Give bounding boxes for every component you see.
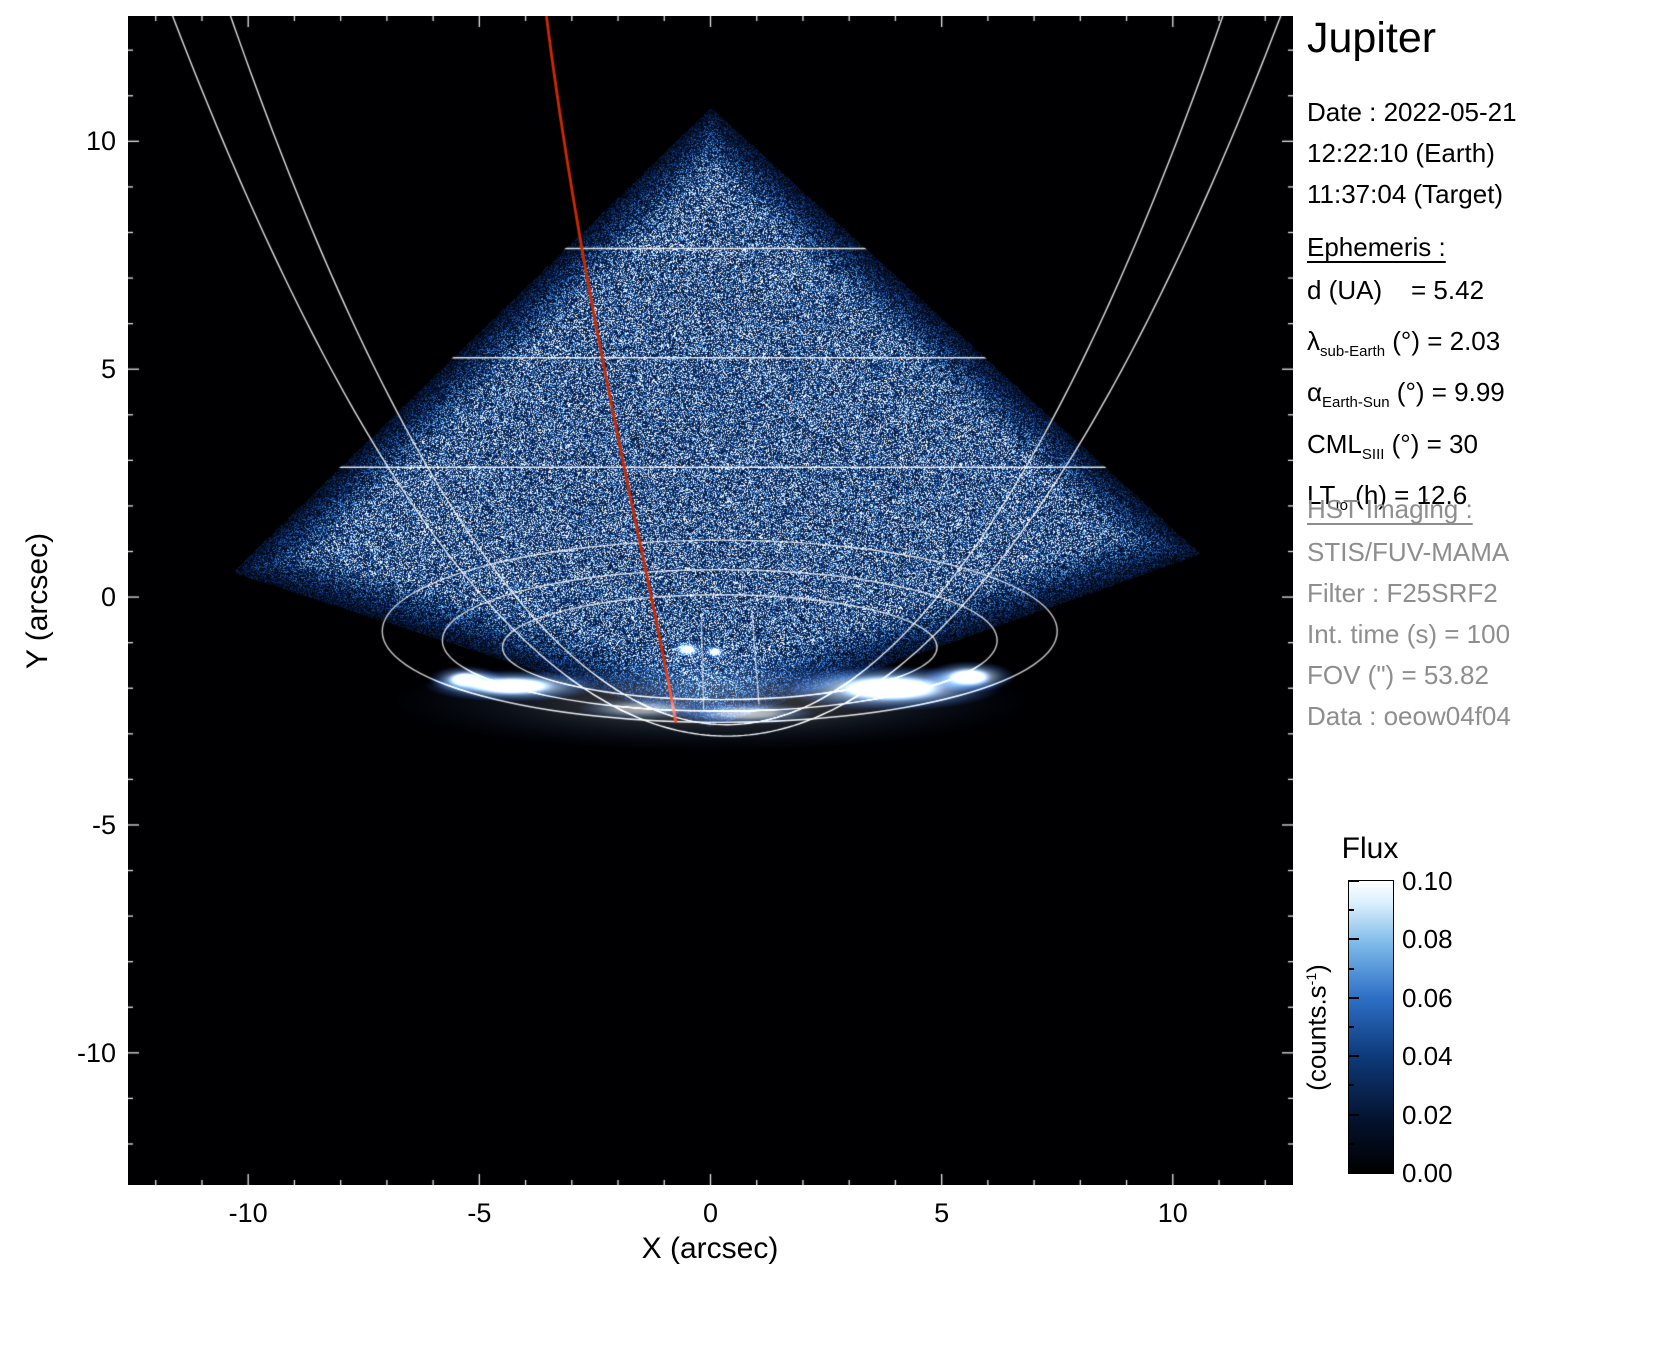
x-tick-label: 0: [666, 1198, 756, 1229]
ephemeris-line: αEarth-Sun (°) = 9.99: [1307, 372, 1505, 423]
observation-line: Date : 2022-05-21: [1307, 92, 1517, 133]
hst-imaging-line: Filter : F25SRF2: [1307, 573, 1511, 614]
flux-colorbar: [1348, 880, 1394, 1174]
colorbar-title: Flux: [1300, 832, 1440, 866]
hst-imaging-line: Int. time (s) = 100: [1307, 614, 1511, 655]
ephemeris-line: CMLSIII (°) = 30: [1307, 424, 1505, 475]
y-tick-label: 5: [30, 354, 116, 385]
colorbar-unit-sup: -1: [1303, 973, 1319, 985]
colorbar-tick-mark: [1349, 938, 1359, 940]
colorbar-tick-mark: [1349, 1055, 1359, 1057]
colorbar-tick-label: 0.00: [1402, 1158, 1492, 1189]
y-tick-label: -10: [30, 1038, 116, 1069]
ephemeris-block: d (UA) = 5.42 λsub-Earth (°) = 2.03 αEarth…: [1307, 270, 1505, 526]
colorbar-tick-mark: [1349, 1143, 1354, 1145]
colorbar-tick-label: 0.10: [1402, 866, 1492, 897]
hst-imaging-line: STIS/FUV-MAMA: [1307, 532, 1511, 573]
observation-block: Date : 2022-05-21 12:22:10 (Earth) 11:37:0…: [1307, 92, 1517, 215]
colorbar-tick-label: 0.06: [1402, 983, 1492, 1014]
colorbar-tick-label: 0.02: [1402, 1100, 1492, 1131]
x-tick-label: 5: [897, 1198, 987, 1229]
observation-line: 11:37:04 (Target): [1307, 174, 1517, 215]
colorbar-tick-mark: [1349, 909, 1354, 911]
colorbar-unit-post: ): [1302, 964, 1332, 973]
x-tick-label: -5: [434, 1198, 524, 1229]
plot-area: [128, 16, 1293, 1185]
ephemeris-line: d (UA) = 5.42: [1307, 270, 1505, 321]
figure: -10 -5 0 5 10 10 5 0 -5 -10 X (arcsec) Y (arcsec…: [0, 0, 1671, 1368]
y-axis-label: Y (arcsec): [21, 501, 55, 701]
sky-image-canvas: [128, 16, 1293, 1185]
colorbar-tick-label: 0.04: [1402, 1041, 1492, 1072]
colorbar-tick-mark: [1349, 880, 1359, 882]
x-tick-label: -10: [203, 1198, 293, 1229]
x-axis-label: X (arcsec): [510, 1232, 910, 1266]
hst-imaging-header: HST Imaging :: [1307, 494, 1473, 525]
hst-imaging-block: STIS/FUV-MAMA Filter : F25SRF2 Int. time (…: [1307, 532, 1511, 737]
colorbar-unit-pre: (counts.s: [1302, 985, 1332, 1091]
colorbar-tick-mark: [1349, 1084, 1354, 1086]
hst-imaging-line: FOV (") = 53.82: [1307, 655, 1511, 696]
hst-imaging-line: Data : oeow04f04: [1307, 696, 1511, 737]
y-tick-label: 10: [30, 126, 116, 157]
colorbar-unit-label: (counts.s-1): [1302, 923, 1333, 1133]
colorbar-tick-mark: [1349, 1172, 1359, 1174]
colorbar-tick-mark: [1349, 1114, 1359, 1116]
ephemeris-line: λsub-Earth (°) = 2.03: [1307, 321, 1505, 372]
x-tick-label: 10: [1128, 1198, 1218, 1229]
colorbar-tick-mark: [1349, 1026, 1354, 1028]
colorbar-tick-mark: [1349, 997, 1359, 999]
ephemeris-header: Ephemeris :: [1307, 232, 1446, 263]
colorbar-gradient: [1349, 881, 1393, 1173]
colorbar-tick-label: 0.08: [1402, 924, 1492, 955]
observation-line: 12:22:10 (Earth): [1307, 133, 1517, 174]
colorbar-tick-mark: [1349, 968, 1354, 970]
page-title: Jupiter: [1307, 14, 1436, 63]
y-tick-label: -5: [30, 810, 116, 841]
